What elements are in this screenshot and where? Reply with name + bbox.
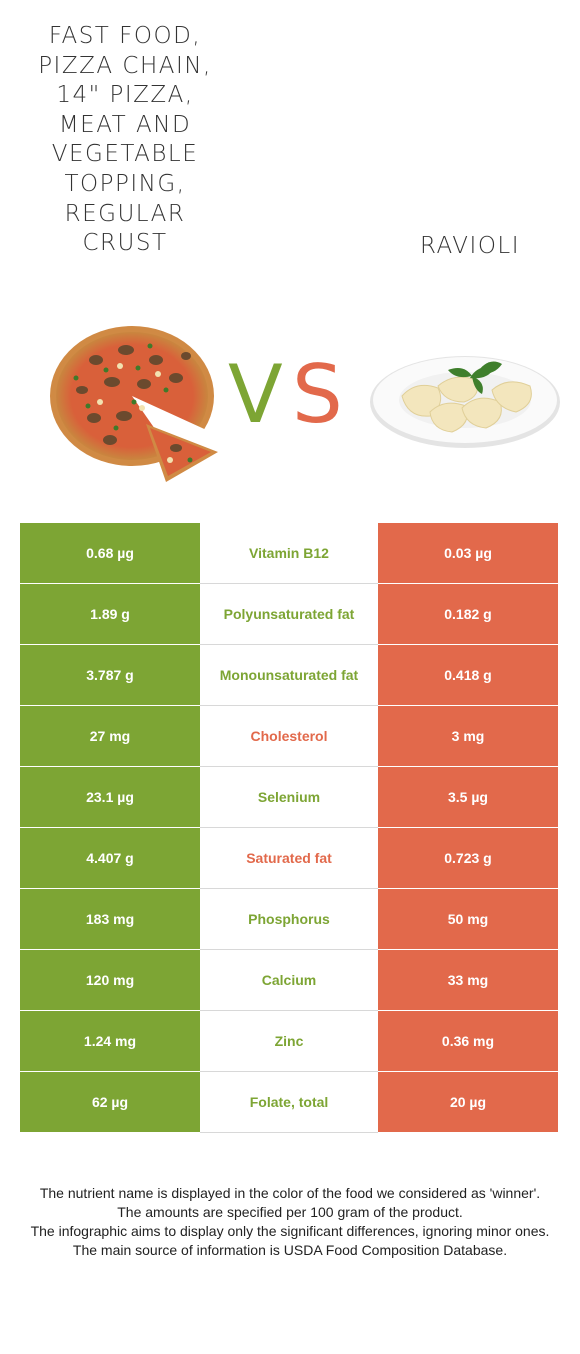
- right-value: 33 mg: [378, 949, 558, 1011]
- footnotes: The nutrient name is displayed in the co…: [16, 1184, 564, 1260]
- left-value: 23.1 µg: [20, 766, 200, 828]
- vs-letter-v: V: [228, 348, 283, 441]
- left-food-title: Fast food, Pizza chain, 14" pizza, meat …: [38, 23, 212, 257]
- table-row: 1.89 g Polyunsaturated fat 0.182 g: [20, 583, 558, 645]
- table-row: 3.787 g Monounsaturated fat 0.418 g: [20, 644, 558, 706]
- right-value: 0.182 g: [378, 583, 558, 645]
- table-row: 4.407 g Saturated fat 0.723 g: [20, 827, 558, 889]
- left-value: 62 µg: [20, 1071, 200, 1133]
- table-row: 23.1 µg Selenium 3.5 µg: [20, 766, 558, 828]
- comparison-table: 0.68 µg Vitamin B12 0.03 µg 1.89 g Polyunsat…: [20, 523, 558, 1133]
- table-row: 1.24 mg Zinc 0.36 mg: [20, 1010, 558, 1072]
- nutrient-name: Monounsaturated fat: [200, 644, 378, 706]
- right-value: 0.418 g: [378, 644, 558, 706]
- table-row: 183 mg Phosphorus 50 mg: [20, 888, 558, 950]
- vs-label: V S: [222, 350, 352, 440]
- right-value: 3 mg: [378, 705, 558, 767]
- nutrient-name: Saturated fat: [200, 827, 378, 889]
- left-value: 183 mg: [20, 888, 200, 950]
- footnote: The main source of information is USDA F…: [72, 1242, 508, 1258]
- left-value: 0.68 µg: [20, 523, 200, 584]
- nutrient-name: Zinc: [200, 1010, 378, 1072]
- nutrient-name: Vitamin B12: [200, 523, 378, 584]
- right-value: 0.03 µg: [378, 523, 558, 584]
- pizza-image: [50, 326, 224, 488]
- footnote: The nutrient name is displayed in the co…: [39, 1185, 541, 1201]
- left-value: 120 mg: [20, 949, 200, 1011]
- left-value: 1.24 mg: [20, 1010, 200, 1072]
- nutrient-name: Cholesterol: [200, 705, 378, 767]
- ravioli-image: [370, 356, 560, 448]
- left-value: 3.787 g: [20, 644, 200, 706]
- nutrient-name: Phosphorus: [200, 888, 378, 950]
- table-row: 120 mg Calcium 33 mg: [20, 949, 558, 1011]
- right-value: 0.723 g: [378, 827, 558, 889]
- left-value: 1.89 g: [20, 583, 200, 645]
- footnote: The infographic aims to display only the…: [30, 1223, 550, 1239]
- table-row: 62 µg Folate, total 20 µg: [20, 1071, 558, 1133]
- right-value: 50 mg: [378, 888, 558, 950]
- nutrient-name: Folate, total: [200, 1071, 378, 1133]
- vs-letter-s: S: [292, 348, 343, 441]
- left-value: 4.407 g: [20, 827, 200, 889]
- right-value: 20 µg: [378, 1071, 558, 1133]
- nutrient-name: Selenium: [200, 766, 378, 828]
- table-row: 0.68 µg Vitamin B12 0.03 µg: [20, 523, 558, 584]
- right-food-title: Ravioli: [419, 233, 521, 259]
- footnote: The amounts are specified per 100 gram o…: [117, 1204, 463, 1220]
- right-value: 3.5 µg: [378, 766, 558, 828]
- left-value: 27 mg: [20, 705, 200, 767]
- nutrient-name: Polyunsaturated fat: [200, 583, 378, 645]
- nutrient-name: Calcium: [200, 949, 378, 1011]
- table-row: 27 mg Cholesterol 3 mg: [20, 705, 558, 767]
- right-value: 0.36 mg: [378, 1010, 558, 1072]
